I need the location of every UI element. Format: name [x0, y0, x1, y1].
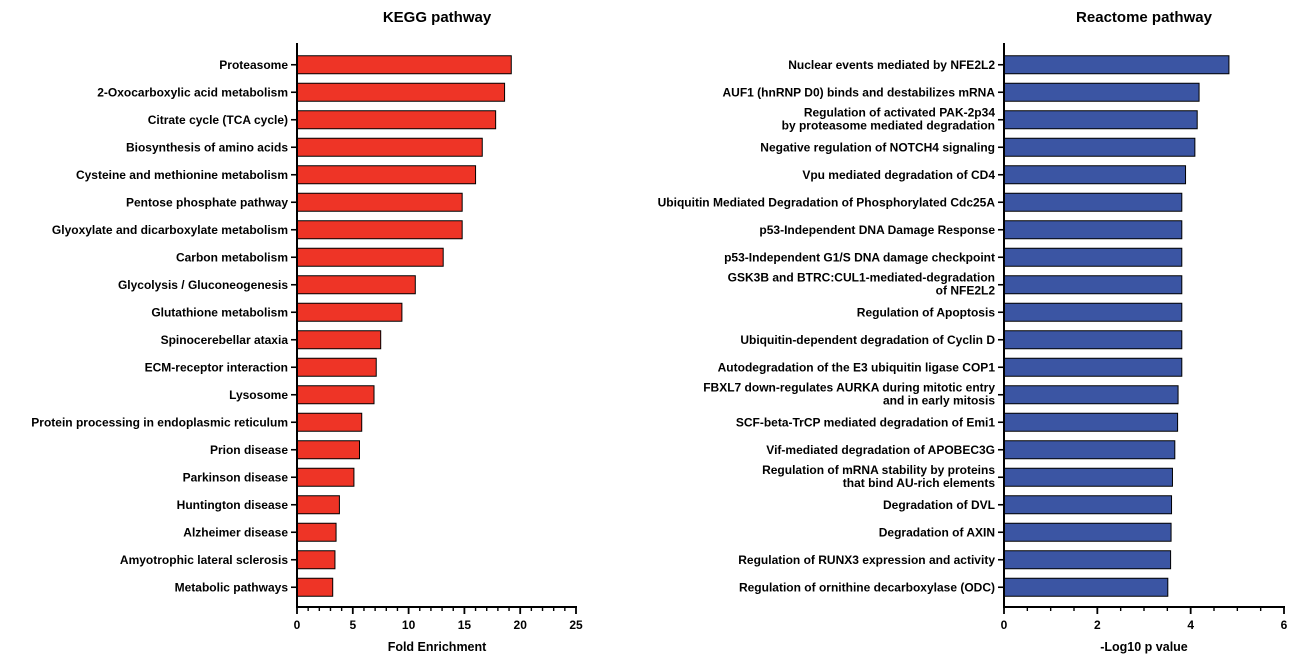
- reactome-bar: [1003, 302, 1183, 322]
- kegg-category-label: Glutathione metabolism: [151, 305, 288, 319]
- reactome-bar: [1003, 165, 1187, 185]
- kegg-bar: [296, 82, 506, 102]
- reactome-category-label: GSK3B and BTRC:CUL1-mediated-degradation…: [728, 270, 996, 297]
- kegg-bar: [296, 577, 334, 597]
- reactome-panel: Reactome pathway -Log10 p value Nuclear …: [658, 9, 1288, 654]
- reactome-bar: [1003, 137, 1196, 157]
- reactome-category-label: Ubiquitin-dependent degradation of Cycli…: [740, 333, 995, 347]
- kegg-category-label: Prion disease: [210, 443, 288, 457]
- reactome-category-label: Degradation of AXIN: [879, 525, 995, 539]
- kegg-panel: KEGG pathway Fold Enrichment Proteasome 2…: [31, 9, 583, 654]
- kegg-bar: [296, 165, 477, 185]
- kegg-bar: [296, 440, 360, 460]
- kegg-bar: [296, 302, 403, 322]
- kegg-bar: [296, 247, 444, 267]
- kegg-category-label: Spinocerebellar ataxia: [161, 333, 289, 347]
- kegg-category-label: Alzheimer disease: [183, 525, 288, 539]
- reactome-category-label: Degradation of DVL: [883, 498, 995, 512]
- kegg-category-label: Carbon metabolism: [176, 250, 288, 264]
- kegg-category-label: Glycolysis / Gluconeogenesis: [118, 278, 288, 292]
- reactome-x-axis-title: -Log10 p value: [1100, 640, 1188, 654]
- reactome-category-label: Vif-mediated degradation of APOBEC3G: [766, 443, 995, 457]
- reactome-bar: [1003, 412, 1179, 432]
- kegg-category-label: Metabolic pathways: [175, 580, 289, 594]
- kegg-x-axis-title: Fold Enrichment: [388, 640, 487, 654]
- kegg-x-tick-label: 10: [402, 618, 416, 632]
- kegg-bar: [296, 55, 512, 75]
- reactome-category-label: FBXL7 down-regulates AURKA during mitoti…: [703, 380, 995, 407]
- kegg-bar: [296, 385, 375, 405]
- reactome-bar: [1003, 192, 1183, 212]
- kegg-category-label: Pentose phosphate pathway: [126, 195, 288, 209]
- kegg-category-label: Parkinson disease: [183, 470, 289, 484]
- kegg-x-tick-label: 20: [514, 618, 528, 632]
- reactome-bar: [1003, 220, 1183, 240]
- reactome-bar: [1003, 110, 1198, 130]
- reactome-category-label: Regulation of mRNA stability by proteins…: [762, 463, 995, 490]
- kegg-category-label: Cysteine and methionine metabolism: [76, 168, 288, 182]
- reactome-bar: [1003, 522, 1172, 542]
- reactome-category-label: AUF1 (hnRNP D0) binds and destabilizes m…: [723, 85, 996, 99]
- reactome-bar: [1003, 550, 1172, 570]
- kegg-category-label: Lysosome: [229, 388, 288, 402]
- kegg-bar: [296, 412, 363, 432]
- kegg-bar: [296, 495, 340, 515]
- reactome-category-label: SCF-beta-TrCP mediated degradation of Em…: [736, 415, 995, 429]
- kegg-category-label: Amyotrophic lateral sclerosis: [120, 553, 288, 567]
- reactome-bar: [1003, 385, 1179, 405]
- reactome-category-label: Regulation of activated PAK-2p34 by prote…: [782, 105, 996, 132]
- reactome-category-label: Ubiquitin Mediated Degradation of Phosph…: [658, 195, 996, 209]
- kegg-bar: [296, 522, 337, 542]
- reactome-x-tick-label: 4: [1187, 618, 1194, 632]
- kegg-x-tick-label: 15: [458, 618, 472, 632]
- reactome-bar: [1003, 275, 1183, 295]
- kegg-x-tick-label: 0: [294, 618, 301, 632]
- reactome-bar: [1003, 577, 1169, 597]
- kegg-x-tick-label: 25: [569, 618, 583, 632]
- reactome-bar: [1003, 330, 1183, 350]
- reactome-bar: [1003, 440, 1176, 460]
- kegg-bar: [296, 550, 336, 570]
- kegg-category-label: ECM-receptor interaction: [145, 360, 288, 374]
- reactome-category-label: Regulation of ornithine decarboxylase (O…: [739, 580, 995, 594]
- reactome-category-label: p53-Independent G1/S DNA damage checkpoi…: [724, 250, 995, 264]
- kegg-chart-title: KEGG pathway: [383, 9, 492, 26]
- reactome-chart-title: Reactome pathway: [1076, 9, 1213, 26]
- kegg-bar: [296, 220, 463, 240]
- kegg-bar: [296, 467, 355, 487]
- kegg-category-label: Citrate cycle (TCA cycle): [148, 113, 288, 127]
- kegg-category-label: Biosynthesis of amino acids: [126, 140, 288, 154]
- reactome-bar: [1003, 357, 1183, 377]
- reactome-category-label: p53-Independent DNA Damage Response: [759, 223, 995, 237]
- reactome-bar: [1003, 467, 1173, 487]
- reactome-x-tick-label: 2: [1094, 618, 1101, 632]
- kegg-bar: [296, 192, 463, 212]
- reactome-category-label: Regulation of Apoptosis: [857, 305, 996, 319]
- reactome-bar: [1003, 82, 1200, 102]
- reactome-x-tick-label: 6: [1281, 618, 1288, 632]
- kegg-x-tick-label: 5: [349, 618, 356, 632]
- kegg-bar: [296, 137, 483, 157]
- kegg-category-label: Proteasome: [219, 58, 288, 72]
- kegg-bar: [296, 357, 377, 377]
- kegg-bar: [296, 110, 497, 130]
- reactome-bar: [1003, 55, 1230, 75]
- reactome-category-label: Autodegradation of the E3 ubiquitin liga…: [718, 360, 996, 374]
- kegg-bar: [296, 275, 416, 295]
- reactome-x-tick-label: 0: [1001, 618, 1008, 632]
- reactome-category-label: Negative regulation of NOTCH4 signaling: [760, 140, 995, 154]
- reactome-category-label: Vpu mediated degradation of CD4: [802, 168, 995, 182]
- reactome-bar: [1003, 247, 1183, 267]
- kegg-category-label: 2-Oxocarboxylic acid metabolism: [97, 85, 288, 99]
- reactome-bar: [1003, 495, 1173, 515]
- reactome-category-label: Nuclear events mediated by NFE2L2: [788, 58, 995, 72]
- reactome-category-label: Regulation of RUNX3 expression and activ…: [738, 553, 995, 567]
- kegg-category-label: Glyoxylate and dicarboxylate metabolism: [52, 223, 288, 237]
- kegg-category-label: Protein processing in endoplasmic reticu…: [31, 415, 288, 429]
- kegg-category-label: Huntington disease: [177, 498, 289, 512]
- kegg-bar: [296, 330, 382, 350]
